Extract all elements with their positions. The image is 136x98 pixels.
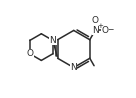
Text: O: O	[92, 16, 99, 25]
Text: N: N	[92, 26, 99, 35]
Text: +: +	[97, 23, 103, 29]
Text: O: O	[102, 26, 109, 35]
Text: N: N	[50, 36, 56, 45]
Text: −: −	[107, 25, 113, 34]
Text: O: O	[26, 49, 33, 58]
Text: N: N	[70, 63, 77, 72]
